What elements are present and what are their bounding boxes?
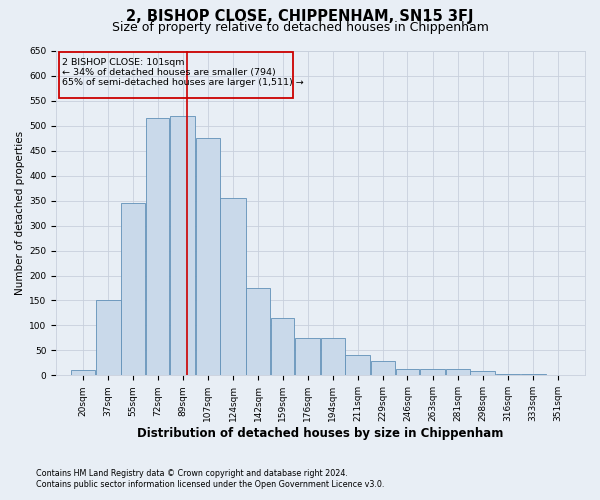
Bar bbox=[146, 118, 169, 376]
Text: Contains public sector information licensed under the Open Government Licence v3: Contains public sector information licen… bbox=[36, 480, 385, 489]
Text: 65% of semi-detached houses are larger (1,511) →: 65% of semi-detached houses are larger (… bbox=[62, 78, 304, 88]
Bar bbox=[470, 372, 496, 376]
Bar bbox=[420, 370, 445, 376]
Bar bbox=[496, 374, 520, 376]
Text: 2 BISHOP CLOSE: 101sqm: 2 BISHOP CLOSE: 101sqm bbox=[62, 58, 185, 68]
Bar bbox=[346, 356, 370, 376]
Bar bbox=[321, 338, 344, 376]
Text: ← 34% of detached houses are smaller (794): ← 34% of detached houses are smaller (79… bbox=[62, 68, 276, 78]
Text: Contains HM Land Registry data © Crown copyright and database right 2024.: Contains HM Land Registry data © Crown c… bbox=[36, 468, 348, 477]
Bar bbox=[271, 318, 295, 376]
Bar bbox=[95, 300, 121, 376]
Bar bbox=[196, 138, 220, 376]
Bar bbox=[521, 374, 545, 376]
Text: 2, BISHOP CLOSE, CHIPPENHAM, SN15 3FJ: 2, BISHOP CLOSE, CHIPPENHAM, SN15 3FJ bbox=[126, 9, 474, 24]
Bar bbox=[170, 116, 195, 376]
Bar bbox=[121, 203, 145, 376]
Text: Size of property relative to detached houses in Chippenham: Size of property relative to detached ho… bbox=[112, 21, 488, 34]
Bar bbox=[295, 338, 320, 376]
Bar bbox=[371, 362, 395, 376]
Bar bbox=[246, 288, 270, 376]
X-axis label: Distribution of detached houses by size in Chippenham: Distribution of detached houses by size … bbox=[137, 427, 504, 440]
Y-axis label: Number of detached properties: Number of detached properties bbox=[15, 131, 25, 295]
Bar bbox=[59, 52, 293, 98]
Bar bbox=[446, 370, 470, 376]
Bar bbox=[220, 198, 245, 376]
Bar bbox=[395, 370, 419, 376]
Bar bbox=[71, 370, 95, 376]
